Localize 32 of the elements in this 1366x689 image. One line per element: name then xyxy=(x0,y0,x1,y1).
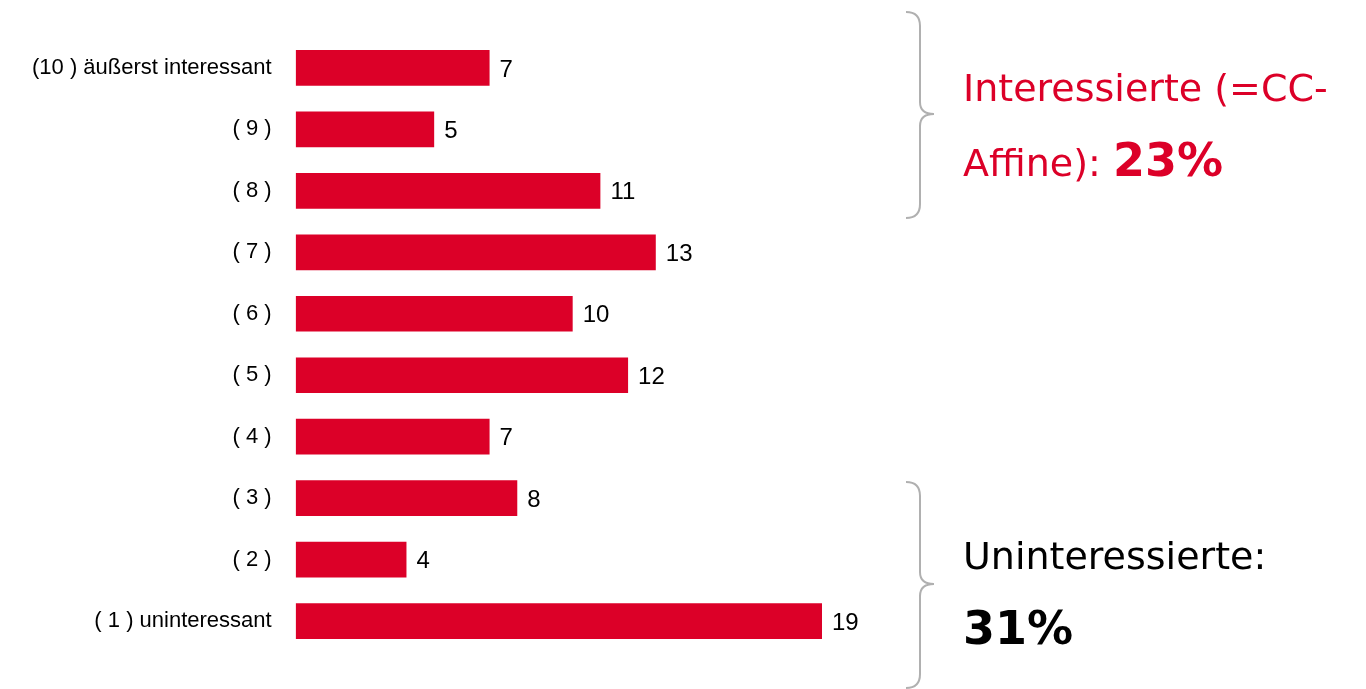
data-label: 7 xyxy=(499,54,513,82)
y-tick-label: ( 9 ) xyxy=(232,115,272,141)
y-tick-label: ( 5 ) xyxy=(232,361,272,387)
bar xyxy=(295,111,435,148)
data-label: 11 xyxy=(610,177,636,205)
data-label: 5 xyxy=(444,116,458,144)
data-label: 8 xyxy=(527,484,541,512)
y-tick-label: (10 ) äußerst interessant xyxy=(31,53,272,79)
text: Interessierte (=CC-Affine): 23% xyxy=(963,65,1329,189)
text: Uninteressierte: 31% xyxy=(963,533,1268,657)
data-label: 19 xyxy=(832,607,859,635)
data-label: 7 xyxy=(499,423,513,451)
bar xyxy=(295,50,490,86)
bar xyxy=(295,357,629,394)
y-tick-label: ( 6 ) xyxy=(232,299,272,325)
data-label: 10 xyxy=(582,300,610,328)
data-label: 4 xyxy=(416,546,430,574)
bar xyxy=(295,418,490,455)
y-tick-label: ( 8 ) xyxy=(232,176,272,202)
bar xyxy=(295,234,656,271)
bar xyxy=(295,295,573,332)
bar xyxy=(295,173,601,209)
bar xyxy=(295,480,518,516)
bar xyxy=(295,541,407,578)
bar xyxy=(295,603,822,639)
y-tick-label: ( 4 ) xyxy=(232,422,272,448)
data-label: 13 xyxy=(665,238,693,266)
data-label: 12 xyxy=(638,361,665,389)
y-tick-label: ( 1 ) uninteressant xyxy=(94,607,272,633)
y-tick-label: ( 7 ) xyxy=(232,238,272,264)
y-tick-label: ( 3 ) xyxy=(232,484,272,510)
y-tick-label: ( 2 ) xyxy=(232,545,272,571)
